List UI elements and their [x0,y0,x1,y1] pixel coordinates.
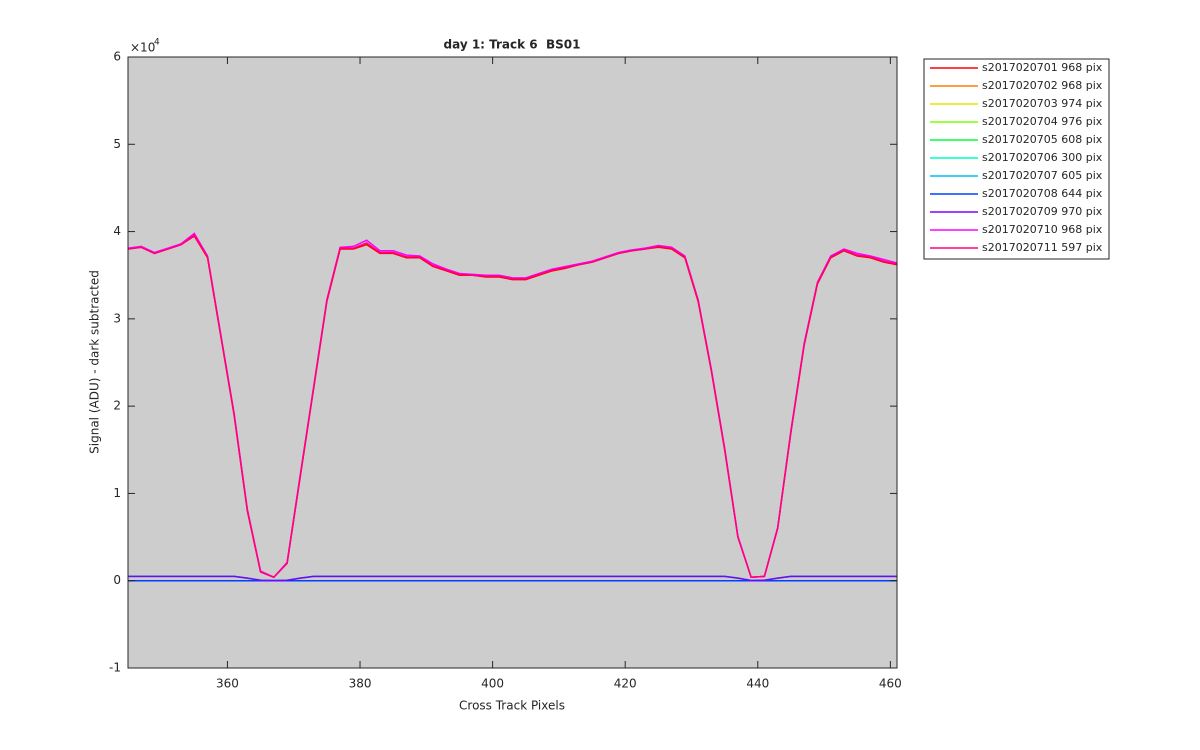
legend-label: s2017020708 644 pix [982,187,1103,200]
y-tick-label: -1 [109,661,121,675]
y-exponent: 4 [154,38,160,48]
series-line [128,575,897,582]
legend-label: s2017020706 300 pix [982,151,1103,164]
legend-label: s2017020703 974 pix [982,97,1103,110]
y-tick-label: 6 [113,50,121,64]
x-tick-label: 380 [349,677,372,691]
y-tick-label: 4 [113,224,121,238]
legend-label: s2017020704 976 pix [982,115,1103,128]
series-line [127,233,898,579]
legend-box [923,58,1110,260]
x-axis-label: Cross Track Pixels [459,699,565,713]
y-multiplier: ×10 [130,41,155,55]
y-tick-label: 3 [113,311,121,325]
legend-label: s2017020701 968 pix [982,61,1103,74]
plot-area [128,57,897,668]
legend-label: s2017020702 968 pix [982,79,1103,92]
y-tick-label: 5 [113,137,121,151]
legend-label: s2017020711 597 pix [982,241,1103,254]
x-tick-label: 440 [746,677,769,691]
legend-label: s2017020709 970 pix [982,205,1103,218]
legend-label: s2017020707 605 pix [982,169,1103,182]
legend-label: s2017020710 968 pix [982,223,1103,236]
x-tick-label: 420 [614,677,637,691]
chart-title: day 1: Track 6 BS01 [444,38,581,52]
y-tick-label: 1 [113,486,121,500]
x-tick-label: 460 [879,677,902,691]
y-axis-label: Signal (ADU) - dark subtracted [88,270,102,454]
legend-label: s2017020705 608 pix [982,133,1103,146]
x-tick-label: 360 [216,677,239,691]
y-tick-label: 2 [113,399,121,413]
axes-box [127,56,898,669]
x-tick-label: 400 [481,677,504,691]
lines [127,232,898,582]
y-tick-label: 0 [113,573,121,587]
